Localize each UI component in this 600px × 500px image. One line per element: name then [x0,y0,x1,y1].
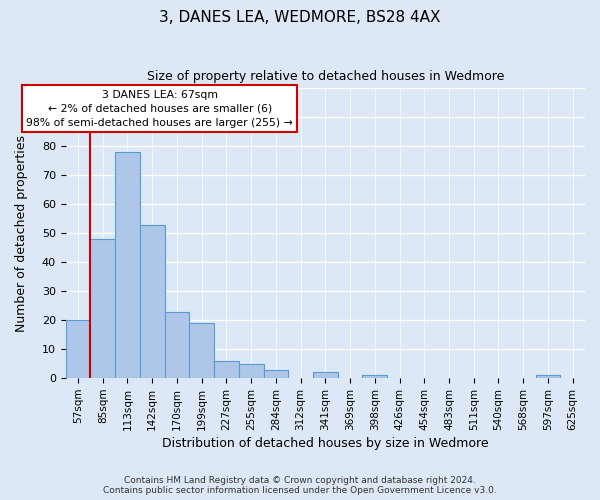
X-axis label: Distribution of detached houses by size in Wedmore: Distribution of detached houses by size … [162,437,488,450]
Y-axis label: Number of detached properties: Number of detached properties [15,135,28,332]
Bar [536,376,560,378]
Bar [115,152,140,378]
Text: 3, DANES LEA, WEDMORE, BS28 4AX: 3, DANES LEA, WEDMORE, BS28 4AX [159,10,441,25]
Bar [362,376,387,378]
Bar [140,224,164,378]
Bar [190,323,214,378]
Bar [214,361,239,378]
Bar [239,364,263,378]
Title: Size of property relative to detached houses in Wedmore: Size of property relative to detached ho… [146,70,504,83]
Bar [164,312,190,378]
Bar [313,372,338,378]
Bar [263,370,288,378]
Bar [65,320,91,378]
Text: Contains HM Land Registry data © Crown copyright and database right 2024.
Contai: Contains HM Land Registry data © Crown c… [103,476,497,495]
Bar [91,239,115,378]
Text: 3 DANES LEA: 67sqm
← 2% of detached houses are smaller (6)
98% of semi-detached : 3 DANES LEA: 67sqm ← 2% of detached hous… [26,90,293,128]
